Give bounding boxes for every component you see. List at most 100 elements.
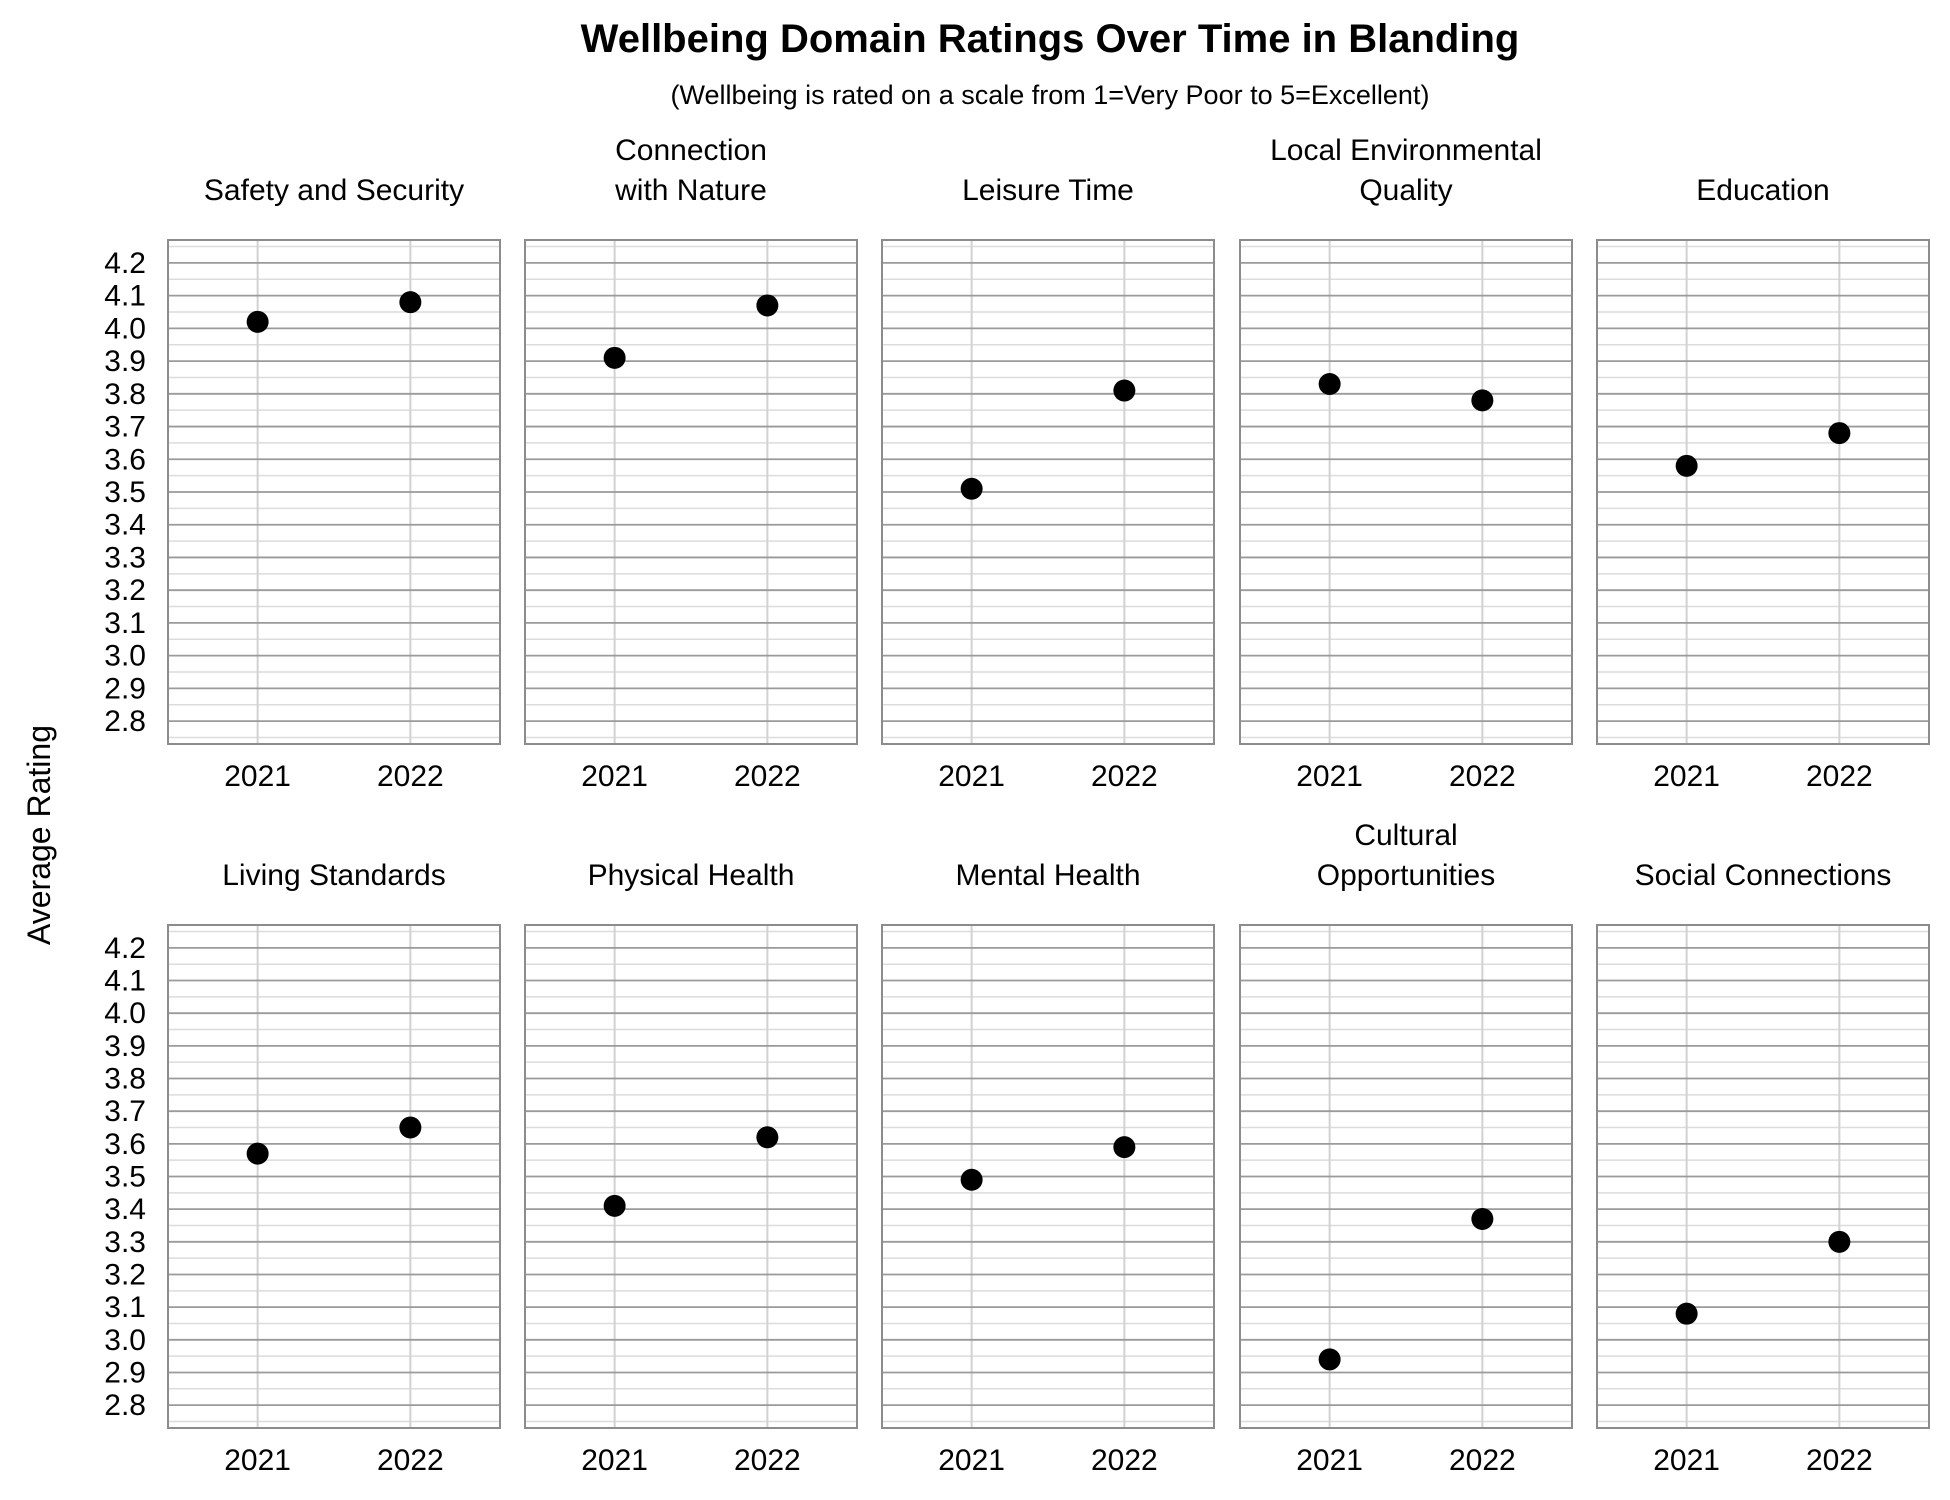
y-tick-label: 3.2 bbox=[104, 574, 146, 607]
panel: Safety and Security 2.82.93.03.13.23.33.4… bbox=[104, 174, 501, 793]
x-tick-label: 2022 bbox=[1091, 1444, 1158, 1477]
y-tick-label: 2.8 bbox=[104, 705, 146, 738]
y-tick-label: 3.1 bbox=[104, 607, 146, 640]
panel-title: Local Environmental bbox=[1270, 134, 1542, 167]
panel: Connection with Nature 2021 2022 bbox=[524, 134, 858, 793]
panel: Social Connections 2021 2022 bbox=[1596, 859, 1930, 1477]
panel-title: Mental Health bbox=[955, 859, 1140, 892]
data-point bbox=[1828, 422, 1851, 445]
x-tick-label: 2021 bbox=[938, 760, 1005, 793]
panel-border bbox=[881, 924, 1215, 1429]
y-tick-label: 4.2 bbox=[104, 247, 146, 280]
panel-title: Physical Health bbox=[588, 859, 795, 892]
chart-subtitle: (Wellbeing is rated on a scale from 1=Ve… bbox=[671, 80, 1430, 110]
y-tick-label: 3.8 bbox=[104, 1063, 146, 1096]
panel-title: Social Connections bbox=[1635, 859, 1892, 892]
data-point bbox=[960, 477, 983, 500]
panel: Cultural Opportunities 2021 2022 bbox=[1239, 819, 1573, 1477]
y-tick-label: 4.0 bbox=[104, 312, 146, 345]
y-tick-label: 3.5 bbox=[104, 1161, 146, 1194]
y-tick-label: 3.9 bbox=[104, 345, 146, 378]
panel-title: Safety and Security bbox=[204, 174, 464, 207]
x-tick-label: 2022 bbox=[377, 1444, 444, 1477]
data-point bbox=[246, 1142, 269, 1165]
data-point bbox=[756, 294, 779, 317]
panel-title: with Nature bbox=[614, 174, 767, 207]
y-tick-label: 4.1 bbox=[104, 280, 146, 313]
y-tick-label: 3.8 bbox=[104, 378, 146, 411]
y-tick-label: 3.4 bbox=[104, 1193, 146, 1226]
panel-title: Opportunities bbox=[1317, 859, 1495, 892]
panel: Living Standards 2.82.93.03.13.23.33.43.5… bbox=[104, 859, 501, 1477]
y-tick-label: 4.1 bbox=[104, 965, 146, 998]
y-tick-label: 3.7 bbox=[104, 411, 146, 444]
y-tick-label: 3.6 bbox=[104, 443, 146, 476]
panel-border bbox=[167, 924, 501, 1429]
y-tick-label: 2.9 bbox=[104, 672, 146, 705]
y-tick-label: 3.5 bbox=[104, 476, 146, 509]
panel-title: Living Standards bbox=[222, 859, 445, 892]
data-point bbox=[1318, 1348, 1341, 1371]
data-point bbox=[399, 1116, 422, 1139]
x-tick-label: 2022 bbox=[1806, 1444, 1873, 1477]
panel: Leisure Time 2021 2022 bbox=[881, 174, 1215, 793]
data-point bbox=[1675, 454, 1698, 477]
panel-title: Cultural bbox=[1354, 819, 1457, 852]
data-point bbox=[603, 346, 626, 369]
data-point bbox=[1113, 379, 1136, 402]
panel: Local Environmental Quality 2021 2022 bbox=[1239, 134, 1573, 793]
x-tick-label: 2021 bbox=[224, 760, 291, 793]
data-point bbox=[1318, 373, 1341, 395]
panel-border bbox=[881, 239, 1215, 745]
data-point bbox=[1828, 1230, 1851, 1253]
data-point bbox=[1675, 1302, 1698, 1325]
y-tick-label: 3.1 bbox=[104, 1291, 146, 1324]
y-tick-label: 3.6 bbox=[104, 1128, 146, 1161]
panel-title: Education bbox=[1696, 174, 1829, 207]
chart-title: Wellbeing Domain Ratings Over Time in Bl… bbox=[581, 17, 1520, 61]
panel-border bbox=[524, 239, 858, 745]
panel-title: Connection bbox=[615, 134, 767, 167]
y-tick-label: 2.8 bbox=[104, 1389, 146, 1422]
data-point bbox=[246, 310, 269, 333]
x-tick-label: 2022 bbox=[734, 760, 801, 793]
panel-title: Leisure Time bbox=[962, 174, 1134, 207]
panel-border bbox=[524, 924, 858, 1429]
y-tick-label: 3.3 bbox=[104, 541, 146, 574]
x-tick-label: 2021 bbox=[1296, 760, 1363, 793]
x-tick-label: 2022 bbox=[1806, 760, 1873, 793]
panel: Physical Health 2021 2022 bbox=[524, 859, 858, 1477]
x-tick-label: 2021 bbox=[1653, 760, 1720, 793]
data-point bbox=[960, 1168, 983, 1191]
data-point bbox=[399, 291, 422, 314]
y-tick-label: 2.9 bbox=[104, 1356, 146, 1389]
panel-title: Quality bbox=[1359, 174, 1452, 207]
x-tick-label: 2021 bbox=[581, 760, 648, 793]
panel: Mental Health 2021 2022 bbox=[881, 859, 1215, 1477]
y-tick-label: 3.4 bbox=[104, 509, 146, 542]
x-tick-label: 2021 bbox=[1296, 1444, 1363, 1477]
panels: Safety and Security2.82.93.03.13.23.33.4… bbox=[104, 134, 1930, 1477]
x-tick-label: 2022 bbox=[1449, 1444, 1516, 1477]
x-tick-label: 2022 bbox=[734, 1444, 801, 1477]
data-point bbox=[756, 1126, 779, 1149]
y-tick-label: 3.0 bbox=[104, 640, 146, 673]
y-tick-label: 3.3 bbox=[104, 1226, 146, 1259]
x-tick-label: 2022 bbox=[377, 760, 444, 793]
data-point bbox=[1471, 389, 1494, 412]
x-tick-label: 2022 bbox=[1449, 760, 1516, 793]
panel-border bbox=[1596, 239, 1930, 745]
data-point bbox=[1113, 1136, 1136, 1159]
data-point bbox=[603, 1194, 626, 1217]
x-tick-label: 2021 bbox=[1653, 1444, 1720, 1477]
y-tick-label: 3.7 bbox=[104, 1095, 146, 1128]
y-tick-label: 4.2 bbox=[104, 932, 146, 965]
y-tick-label: 3.0 bbox=[104, 1324, 146, 1357]
x-tick-label: 2021 bbox=[224, 1444, 291, 1477]
y-tick-label: 3.9 bbox=[104, 1030, 146, 1063]
x-tick-label: 2022 bbox=[1091, 760, 1158, 793]
y-axis-label: Average Rating bbox=[21, 725, 57, 945]
panel: Education 2021 2022 bbox=[1596, 174, 1930, 793]
y-tick-label: 4.0 bbox=[104, 997, 146, 1030]
